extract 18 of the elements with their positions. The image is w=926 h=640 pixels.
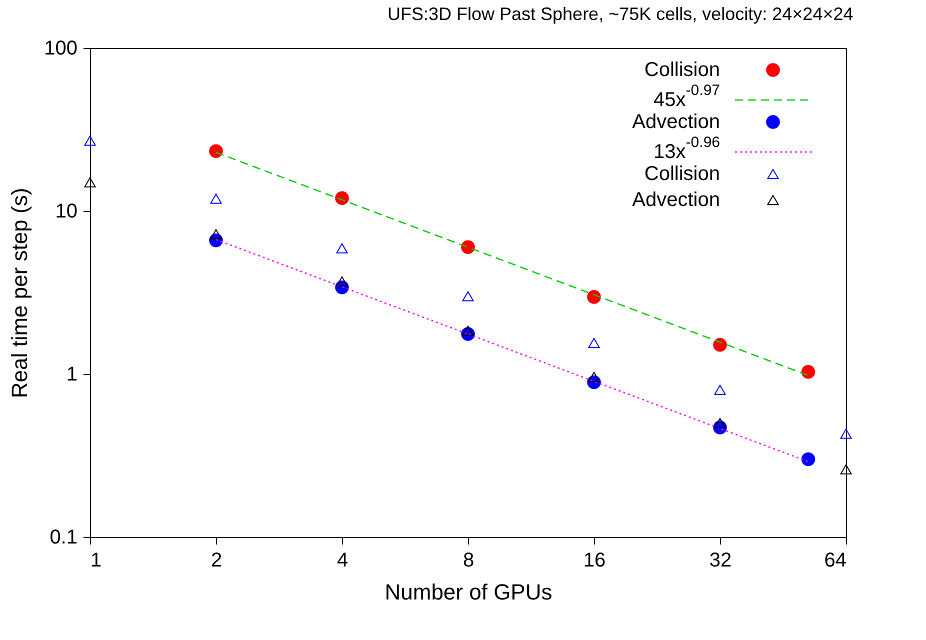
x-tick-label: 32 bbox=[709, 550, 732, 572]
x-axis-title: Number of GPUs bbox=[384, 580, 552, 604]
x-tick-label: 4 bbox=[336, 550, 348, 572]
legend-label: Collision bbox=[644, 163, 720, 185]
x-tick-label: 2 bbox=[210, 550, 222, 572]
legend-label: Collision bbox=[644, 59, 720, 81]
legend-label: Advection bbox=[632, 189, 720, 211]
y-tick-label: 0.1 bbox=[50, 526, 78, 548]
y-tick-label: 1 bbox=[66, 364, 78, 386]
y-tick-label: 10 bbox=[55, 200, 78, 222]
x-tick-label: 1 bbox=[90, 550, 102, 572]
x-tick-label: 8 bbox=[462, 550, 474, 572]
chart-title: UFS:3D Flow Past Sphere, ~75K cells, velocity: 24×24×24 bbox=[387, 4, 854, 24]
x-tick-label: 64 bbox=[824, 550, 846, 572]
x-tick-label: 16 bbox=[583, 550, 606, 572]
y-axis-title: Real time per step (s) bbox=[7, 188, 32, 398]
legend-label: Advection bbox=[632, 111, 720, 133]
y-tick-label: 100 bbox=[44, 38, 78, 60]
